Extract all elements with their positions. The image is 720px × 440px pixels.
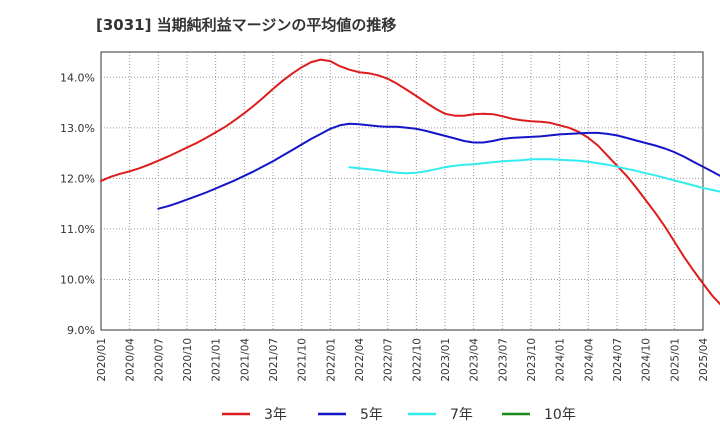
x-tick-label: 2020/07 <box>153 338 165 382</box>
x-tick-label: 2025/04 <box>698 338 710 382</box>
legend-label: 10年 <box>544 407 576 423</box>
x-tick-label: 2022/07 <box>383 338 395 382</box>
x-tick-label: 2020/01 <box>96 338 108 382</box>
x-tick-label: 2023/01 <box>440 338 452 382</box>
legend-label: 5年 <box>360 407 383 423</box>
chart-title: [3031] 当期純利益マージンの平均値の推移 <box>96 16 397 34</box>
x-tick-label: 2024/04 <box>583 338 595 382</box>
x-tick-label: 2022/01 <box>325 338 337 382</box>
y-tick-label: 9.0% <box>67 324 95 337</box>
grid-lines <box>100 51 704 331</box>
x-tick-label: 2020/10 <box>182 338 194 382</box>
x-tick-label: 2020/04 <box>125 338 137 382</box>
y-tick-label: 10.0% <box>60 273 95 286</box>
series-line-7年 <box>348 158 720 193</box>
x-tick-label: 2024/07 <box>612 338 624 382</box>
y-axis: 9.0% 10.0% 11.0% 12.0% 13.0% 14.0% <box>60 71 95 337</box>
legend: 3年 5年 7年 10年 <box>222 407 576 423</box>
x-tick-label: 2024/10 <box>641 338 653 382</box>
x-tick-label: 2023/04 <box>469 338 481 382</box>
x-tick-label: 2024/01 <box>555 338 567 382</box>
legend-label: 3年 <box>264 407 287 423</box>
y-tick-label: 12.0% <box>60 172 95 185</box>
x-tick-label: 2022/04 <box>354 338 366 382</box>
legend-label: 7年 <box>450 407 473 423</box>
x-tick-label: 2023/10 <box>526 338 538 382</box>
y-tick-label: 13.0% <box>60 122 95 135</box>
x-tick-label: 2021/10 <box>297 338 309 382</box>
plot-frame <box>100 51 704 331</box>
x-tick-label: 2021/07 <box>268 338 280 382</box>
x-tick-label: 2025/01 <box>669 338 681 382</box>
series-lines <box>100 58 720 306</box>
x-axis: 2020/01 2020/04 2020/07 2020/10 2021/01 2021/… <box>96 338 710 382</box>
series-line-3年 <box>100 58 720 306</box>
x-tick-label: 2023/07 <box>497 338 509 382</box>
y-tick-label: 14.0% <box>60 71 95 84</box>
x-tick-label: 2022/10 <box>411 338 423 382</box>
x-tick-label: 2021/04 <box>239 338 251 382</box>
series-line-5年 <box>157 122 720 210</box>
x-tick-label: 2021/01 <box>211 338 223 382</box>
y-tick-label: 11.0% <box>60 223 95 236</box>
